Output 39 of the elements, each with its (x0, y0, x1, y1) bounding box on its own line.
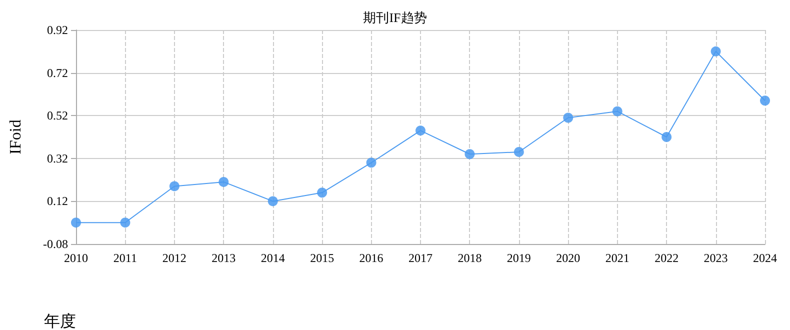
y-tick-label: 0.32 (47, 151, 68, 166)
point (464, 149, 475, 160)
chart-title: 期刊IF趋势 (363, 10, 427, 25)
point (514, 146, 524, 157)
x-tick-label: 2020 (556, 251, 580, 265)
point (218, 176, 229, 187)
x-tick-label: 2017 (408, 251, 432, 265)
x-tick-label: 2018 (458, 251, 482, 265)
x-tick-label: 2011 (113, 251, 137, 265)
y-tick-label: -0.08 (43, 237, 68, 251)
x-tick-label: 2016 (359, 251, 384, 265)
point (317, 188, 328, 198)
x-tick-label: 2013 (212, 251, 236, 265)
y-tick-label: 0.52 (47, 108, 68, 123)
point (760, 96, 770, 106)
point (612, 106, 622, 116)
x-tick-label: 2010 (64, 251, 88, 265)
point (710, 46, 721, 56)
y-tick-label: 0.92 (47, 23, 68, 37)
point (662, 132, 672, 142)
point (563, 112, 574, 123)
x-axis-title: 年度 (44, 312, 76, 330)
x-tick-label: 2022 (654, 251, 679, 265)
point (268, 196, 278, 206)
x-tick-label: 2023 (704, 251, 728, 265)
point (120, 218, 130, 228)
point (71, 218, 81, 228)
x-tick-label: 2012 (162, 251, 186, 265)
x-tick-label: 2021 (605, 251, 630, 265)
point (169, 181, 180, 192)
y-tick-label: 0.72 (47, 66, 68, 80)
y-axis-title: IFoid (8, 120, 24, 154)
x-tick-label: 2024 (753, 251, 777, 265)
x-tick-label: 2019 (506, 251, 531, 265)
point (416, 126, 426, 136)
x-tick-label: 2015 (310, 251, 334, 265)
x-tick-label: 2014 (260, 251, 285, 265)
point (366, 158, 376, 168)
y-tick-label: 0.12 (47, 194, 68, 208)
